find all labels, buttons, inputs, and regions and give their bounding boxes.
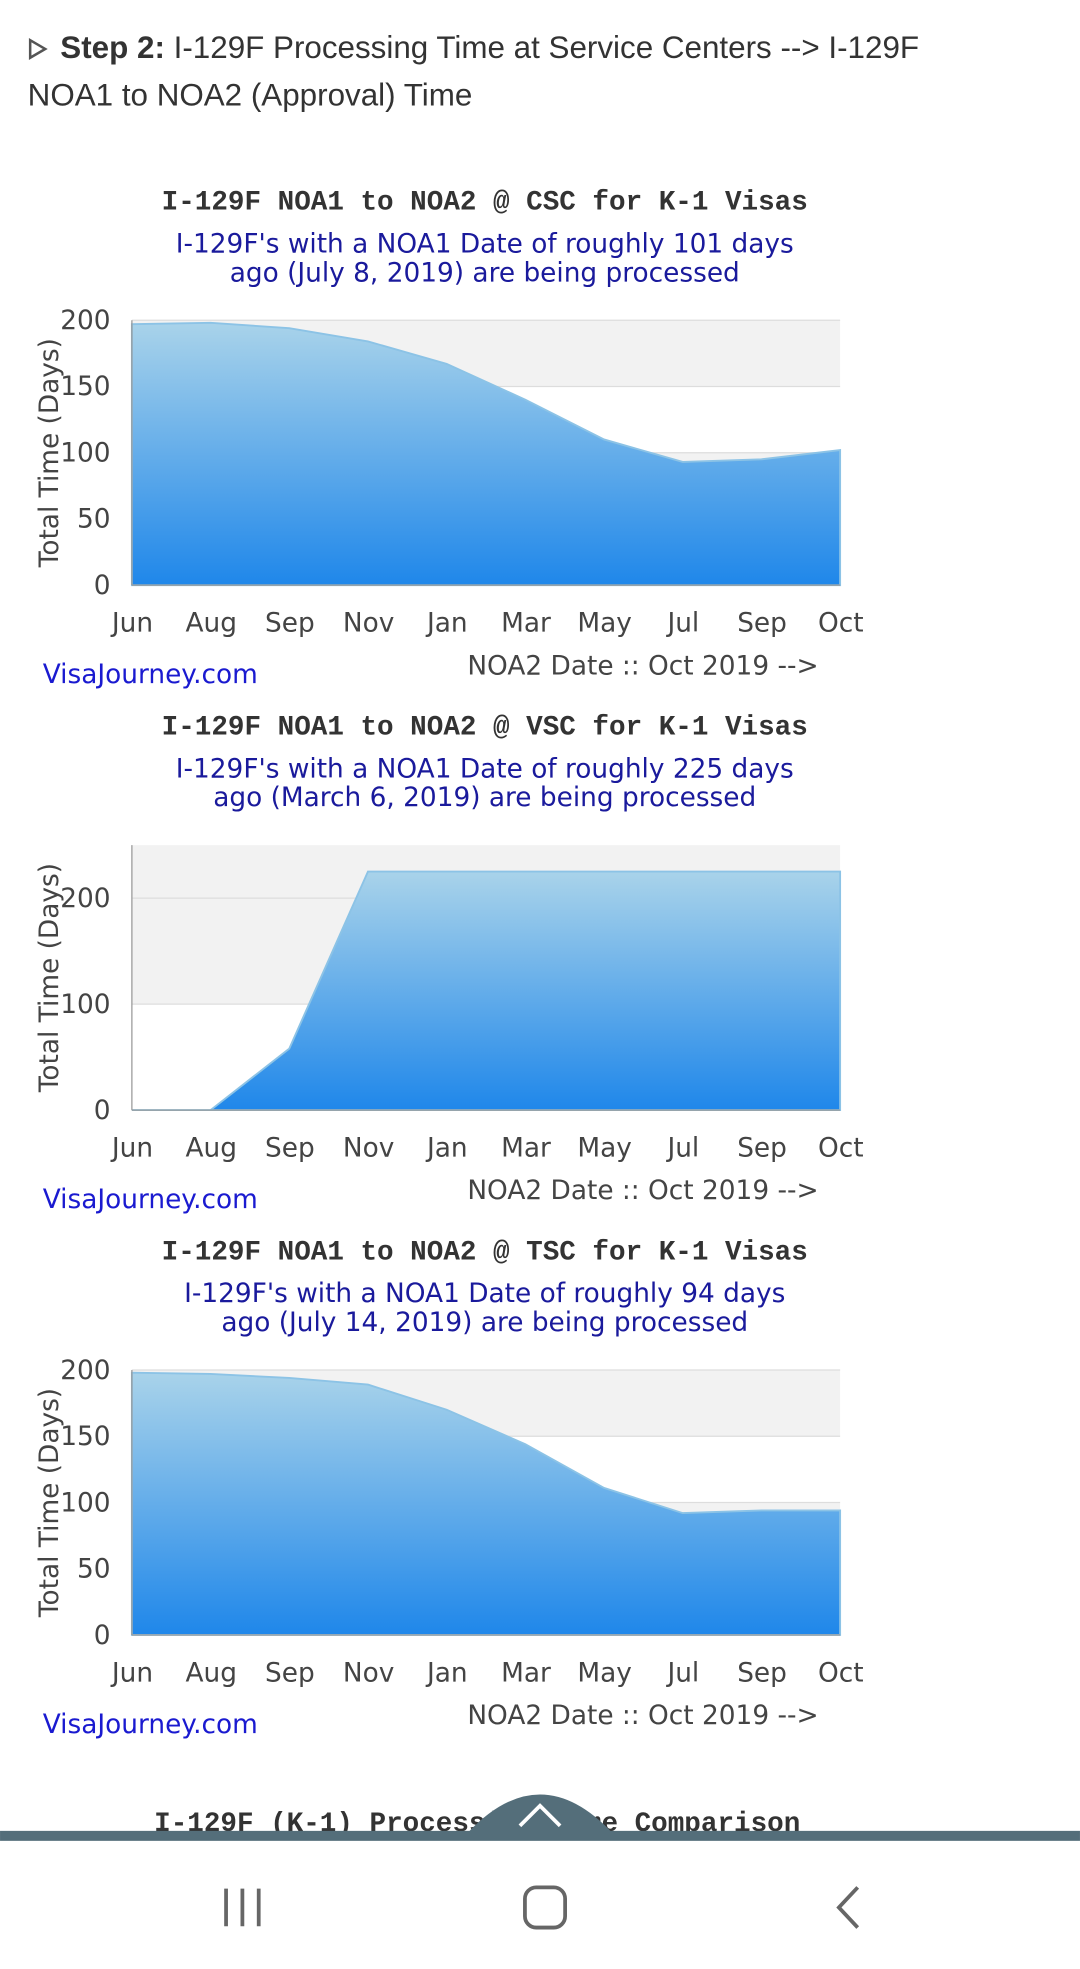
y-tick-label: 100 [60, 1488, 110, 1518]
up-icon [518, 1803, 562, 1828]
x-tick-label: Mar [501, 1658, 551, 1688]
source-label: VisaJourney.com [43, 660, 258, 690]
x-tick-label: Sep [265, 1658, 315, 1688]
step-text: NOA1 to NOA2 (Approval) Time [28, 77, 473, 112]
y-tick-label: 0 [94, 1096, 111, 1126]
chart-subtitle: I-129F's with a NOA1 Date of roughly 101… [176, 229, 794, 259]
y-axis-label: Total Time (Days) [35, 338, 65, 568]
x-tick-label: Jun [110, 1658, 153, 1688]
x-axis-label: NOA2 Date :: Oct 2019 --> [467, 1176, 818, 1206]
x-tick-label: Sep [265, 609, 315, 639]
y-tick-label: 200 [60, 306, 110, 336]
home-button[interactable] [523, 1885, 567, 1930]
disclosure-icon[interactable] [28, 37, 48, 60]
y-tick-label: 150 [60, 372, 110, 402]
y-tick-label: 50 [77, 505, 111, 535]
back-button[interactable] [836, 1886, 860, 1929]
area [130, 321, 842, 587]
chart-title: I-129F NOA1 to NOA2 @ VSC for K-1 Visas [162, 713, 808, 744]
source-label: VisaJourney.com [43, 1185, 258, 1215]
y-tick-label: 200 [60, 884, 110, 914]
x-tick-label: Nov [343, 1658, 394, 1688]
chart-subtitle: ago (March 6, 2019) are being processed [213, 783, 756, 813]
x-tick-label: Aug [185, 609, 236, 639]
y-tick-label: 200 [60, 1356, 110, 1386]
x-axis-label: NOA2 Date :: Oct 2019 --> [467, 1701, 818, 1731]
chart-subtitle: I-129F's with a NOA1 Date of roughly 94 … [184, 1279, 785, 1309]
y-tick-label: 100 [60, 438, 110, 468]
x-tick-label: Aug [185, 1658, 236, 1688]
x-tick-label: Sep [737, 1134, 787, 1164]
y-axis-label: Total Time (Days) [35, 863, 65, 1093]
x-tick-label: Jun [110, 1134, 153, 1164]
chart-title: I-129F NOA1 to NOA2 @ TSC for K-1 Visas [162, 1238, 808, 1269]
area [131, 870, 842, 1112]
x-tick-label: Jun [110, 609, 153, 639]
x-tick-label: Nov [343, 609, 394, 639]
y-tick-label: 100 [60, 990, 110, 1020]
step-text: I-129F Processing Time at Service Center… [174, 30, 919, 65]
step-header[interactable]: Step 2: I-129F Processing Time at Servic… [60, 30, 919, 65]
x-tick-label: Nov [343, 1134, 394, 1164]
x-tick-label: Jan [425, 609, 468, 639]
x-axis-label: NOA2 Date :: Oct 2019 --> [467, 651, 818, 681]
x-tick-label: Sep [737, 609, 787, 639]
x-tick-label: Jan [425, 1658, 468, 1688]
charts: I-129F NOA1 to NOA2 @ CSC for K-1 Visas I… [35, 188, 864, 1740]
area [130, 1371, 842, 1636]
x-tick-label: Jul [665, 1658, 699, 1688]
nav-bar [0, 1840, 1080, 1969]
chart-title: I-129F NOA1 to NOA2 @ CSC for K-1 Visas [162, 188, 808, 219]
x-tick-label: Aug [185, 1134, 236, 1164]
chart-subtitle: ago (July 8, 2019) are being processed [230, 258, 740, 288]
y-tick-label: 50 [77, 1555, 111, 1585]
divider [0, 1830, 1080, 1841]
x-tick-label: Jul [665, 1134, 699, 1164]
x-tick-label: Jul [665, 609, 699, 639]
x-tick-label: Jan [425, 1134, 468, 1164]
x-tick-label: Oct [818, 609, 864, 639]
x-tick-label: Oct [818, 1134, 864, 1164]
x-tick-label: Mar [501, 1134, 551, 1164]
x-tick-label: Oct [818, 1658, 864, 1688]
x-tick-label: May [577, 609, 632, 639]
x-tick-label: Mar [501, 609, 551, 639]
x-tick-label: May [577, 1658, 632, 1688]
chart-subtitle: I-129F's with a NOA1 Date of roughly 225… [176, 754, 794, 784]
step-label: Step 2: [60, 30, 165, 65]
x-tick-label: May [577, 1134, 632, 1164]
y-axis-label: Total Time (Days) [35, 1388, 65, 1618]
y-tick-label: 0 [94, 1621, 111, 1651]
y-tick-label: 0 [94, 571, 111, 601]
x-tick-label: Sep [737, 1658, 787, 1688]
scroll-top-button[interactable] [467, 1794, 613, 1834]
y-tick-label: 150 [60, 1422, 110, 1452]
recents-button[interactable] [224, 1888, 261, 1927]
chart-subtitle: ago (July 14, 2019) are being processed [221, 1308, 748, 1338]
source-label: VisaJourney.com [43, 1710, 258, 1740]
x-tick-label: Sep [265, 1134, 315, 1164]
